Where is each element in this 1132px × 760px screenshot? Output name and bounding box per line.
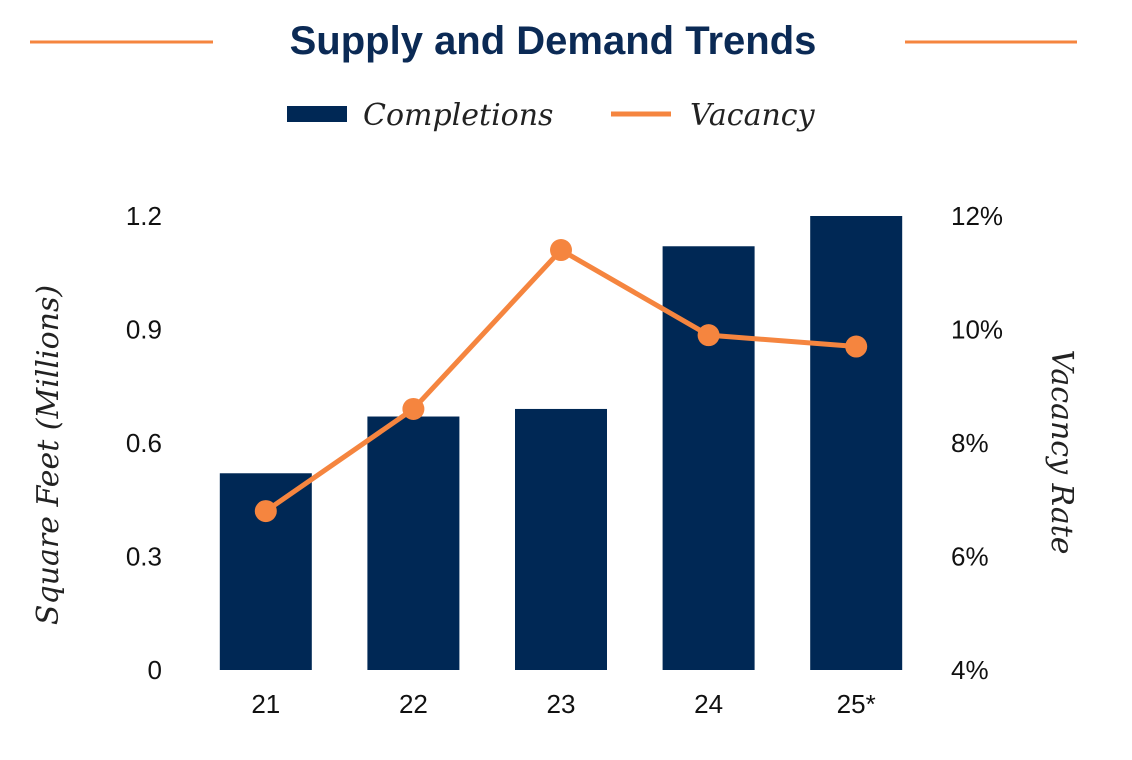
legend-label-completions: Completions: [363, 98, 553, 133]
legend-swatch-completions: [287, 106, 347, 122]
y2-tick-label: 10%: [951, 315, 1003, 345]
y2-tick-label: 6%: [951, 542, 989, 572]
x-axis-ticks: 21 22 23 24 25*: [251, 689, 875, 719]
x-tick-label: 25*: [837, 689, 876, 719]
completions-bar: [810, 216, 903, 670]
legend: Completions Vacancy: [287, 98, 816, 133]
x-tick-label: 22: [399, 689, 428, 719]
legend-label-vacancy: Vacancy: [690, 98, 816, 133]
y-tick-label: 0.9: [126, 315, 162, 345]
y2-tick-label: 12%: [951, 201, 1003, 231]
completions-bar: [515, 408, 607, 670]
vacancy-point: [254, 500, 277, 523]
y-tick-label: 0.3: [126, 542, 162, 572]
y2-axis-title: Vacancy Rate: [1044, 349, 1079, 554]
vacancy-series: [254, 239, 868, 523]
y2-tick-label: 4%: [951, 655, 989, 685]
chart-title: Supply and Demand Trends: [290, 19, 817, 63]
completions-bars: [219, 216, 903, 670]
y-tick-label: 1.2: [126, 201, 162, 231]
y-axis-title: Square Feet (Millions): [31, 285, 66, 625]
y-axis-ticks: 0 0.3 0.6 0.9 1.2: [126, 201, 162, 685]
y-tick-label: 0: [148, 655, 162, 685]
x-tick-label: 23: [547, 689, 576, 719]
y-tick-label: 0.6: [126, 428, 162, 458]
y2-tick-label: 8%: [951, 428, 989, 458]
vacancy-point: [402, 397, 425, 420]
completions-bar: [367, 416, 460, 670]
vacancy-point: [845, 335, 868, 358]
x-tick-label: 24: [694, 689, 723, 719]
vacancy-point: [697, 324, 720, 347]
vacancy-point: [550, 239, 572, 262]
y2-axis-ticks: 4% 6% 8% 10% 12%: [951, 201, 1003, 685]
completions-bar: [662, 246, 755, 670]
x-tick-label: 21: [251, 689, 280, 719]
